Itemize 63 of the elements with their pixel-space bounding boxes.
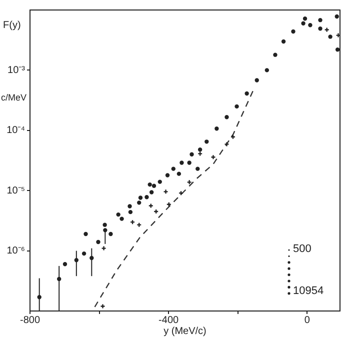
point — [101, 246, 106, 251]
point — [308, 23, 312, 28]
x-tick-label: -400 — [158, 314, 179, 326]
y-tick-label: 10⁻⁴ — [6, 125, 25, 136]
point — [291, 29, 296, 34]
point — [163, 189, 168, 194]
x-tick-label: 0 — [304, 314, 310, 326]
point — [100, 304, 106, 309]
point — [171, 166, 176, 171]
point — [137, 200, 142, 205]
point — [176, 172, 182, 176]
point — [144, 194, 149, 200]
point — [128, 210, 133, 214]
x-tick-label: -800 — [20, 314, 40, 326]
point — [281, 39, 286, 44]
point — [120, 216, 124, 221]
point — [224, 115, 229, 120]
point — [334, 14, 339, 19]
point — [204, 140, 209, 144]
point — [187, 160, 192, 165]
point — [302, 16, 308, 21]
y-tick-label: 10⁻³ — [8, 64, 26, 76]
point — [116, 212, 120, 217]
point — [234, 104, 239, 109]
point — [138, 196, 143, 200]
point — [108, 232, 113, 236]
point — [84, 232, 88, 236]
line-series — [94, 89, 254, 308]
point — [62, 262, 68, 266]
point — [190, 152, 194, 156]
point — [336, 32, 340, 38]
point — [148, 182, 152, 187]
point — [102, 222, 107, 227]
point — [214, 126, 219, 131]
point — [180, 160, 184, 165]
point — [96, 240, 100, 244]
y-axis-title: F(y) — [3, 20, 21, 31]
point — [318, 18, 322, 22]
x-axis-title: y (MeV/c) — [164, 326, 206, 337]
y-tick-label: 10⁻⁶ — [6, 246, 25, 257]
point — [196, 166, 200, 171]
point — [318, 26, 322, 31]
point — [158, 180, 162, 184]
y-tick-label: 10⁻⁵ — [6, 185, 25, 196]
point — [198, 147, 202, 152]
point — [264, 68, 270, 72]
point — [301, 21, 306, 26]
point — [335, 47, 340, 52]
text: c/MeV — [1, 92, 27, 102]
point — [224, 142, 230, 147]
point — [152, 184, 156, 188]
point — [128, 204, 132, 208]
point — [244, 91, 249, 96]
point — [149, 190, 154, 194]
point — [186, 180, 192, 185]
annotation: 10954 — [293, 285, 324, 298]
point — [273, 52, 278, 57]
point — [324, 27, 330, 32]
point — [328, 34, 332, 39]
point — [254, 78, 259, 82]
point — [82, 251, 86, 256]
point — [165, 173, 170, 178]
annotation: 500 — [293, 243, 312, 256]
